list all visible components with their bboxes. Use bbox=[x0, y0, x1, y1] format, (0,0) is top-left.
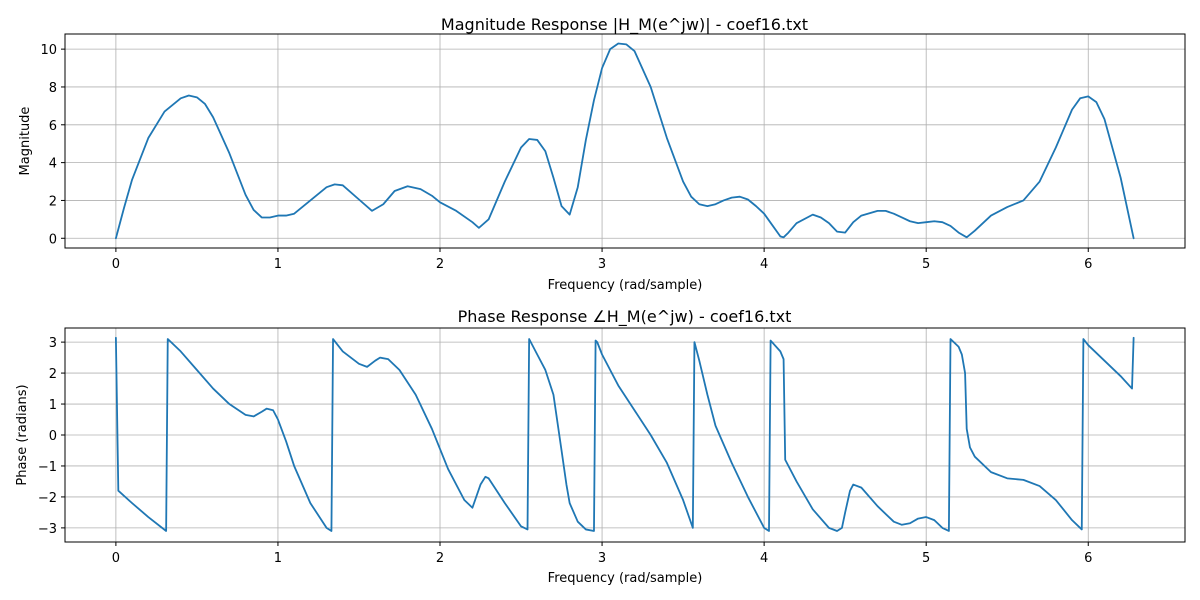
phase-title: Phase Response ∠H_M(e^jw) - coef16.txt bbox=[458, 307, 792, 327]
phase-y-tick-label: 2 bbox=[49, 367, 57, 382]
phase-x-tick-label: 6 bbox=[1084, 551, 1092, 566]
phase-y-axis-label: Phase (radians) bbox=[15, 384, 30, 485]
phase-x-tick-label: 3 bbox=[598, 551, 606, 566]
magnitude-x-tick-label: 6 bbox=[1084, 257, 1092, 272]
magnitude-y-tick-label: 2 bbox=[49, 194, 57, 209]
magnitude-x-tick-label: 2 bbox=[436, 257, 444, 272]
magnitude-y-tick-label: 6 bbox=[49, 119, 57, 134]
magnitude-x-axis-label: Frequency (rad/sample) bbox=[548, 278, 703, 293]
phase-x-tick-label: 2 bbox=[436, 551, 444, 566]
magnitude-axes-frame bbox=[64, 33, 1186, 249]
magnitude-plot: Magnitude Response |H_M(e^jw)| - coef16.… bbox=[18, 15, 1186, 293]
phase-grid bbox=[65, 328, 1185, 542]
magnitude-y-tick-label: 4 bbox=[49, 157, 57, 172]
magnitude-y-axis-label: Magnitude bbox=[18, 107, 33, 176]
phase-y-tick-label: 3 bbox=[49, 336, 57, 351]
phase-axes-frame bbox=[64, 327, 1186, 543]
phase-y-tick-label: −2 bbox=[38, 491, 57, 506]
magnitude-x-tick-label: 3 bbox=[598, 257, 606, 272]
magnitude-x-tick-label: 4 bbox=[760, 257, 768, 272]
phase-y-tick-label: 0 bbox=[49, 429, 57, 444]
phase-y-tick-label: 1 bbox=[49, 398, 57, 413]
magnitude-series-line bbox=[114, 42, 1135, 240]
magnitude-x-tick-label: 1 bbox=[274, 257, 282, 272]
magnitude-ticks: 0 1 2 3 4 5 6 0 2 4 6 8 10 bbox=[40, 43, 1092, 272]
magnitude-y-tick-label: 0 bbox=[49, 232, 57, 247]
phase-y-tick-label: −1 bbox=[38, 460, 57, 475]
magnitude-series bbox=[114, 42, 1135, 240]
phase-x-tick-label: 5 bbox=[922, 551, 930, 566]
phase-y-tick-label: −3 bbox=[38, 522, 57, 537]
phase-plot: Phase Response ∠H_M(e^jw) - coef16.txt 0… bbox=[15, 307, 1186, 586]
phase-x-tick-label: 0 bbox=[112, 551, 120, 566]
phase-series-line bbox=[114, 336, 1135, 532]
phase-series bbox=[114, 336, 1135, 532]
phase-x-tick-label: 1 bbox=[274, 551, 282, 566]
phase-x-tick-label: 4 bbox=[760, 551, 768, 566]
magnitude-y-tick-label: 8 bbox=[49, 81, 57, 96]
magnitude-title: Magnitude Response |H_M(e^jw)| - coef16.… bbox=[441, 15, 808, 35]
magnitude-x-tick-label: 0 bbox=[112, 257, 120, 272]
phase-x-axis-label: Frequency (rad/sample) bbox=[548, 571, 703, 586]
magnitude-x-tick-label: 5 bbox=[922, 257, 930, 272]
phase-ticks: 0 1 2 3 4 5 6 −3 −2 −1 0 1 2 3 bbox=[38, 336, 1093, 566]
magnitude-y-tick-label: 10 bbox=[40, 43, 57, 58]
magnitude-grid bbox=[65, 34, 1185, 248]
